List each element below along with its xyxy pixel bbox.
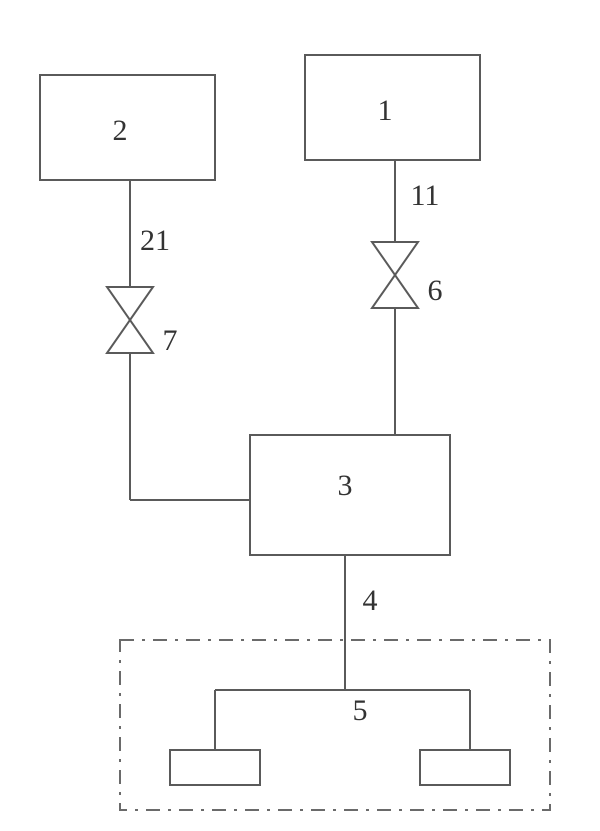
label-n1: 1 <box>378 94 393 127</box>
flow-diagram: 1 2 3 4 5 6 7 11 21 <box>0 0 600 831</box>
label-n7: 7 <box>163 324 178 357</box>
label-n2: 2 <box>113 114 128 147</box>
label-n3: 3 <box>338 469 353 502</box>
label-n11: 11 <box>411 179 440 212</box>
label-n6: 6 <box>428 274 443 307</box>
label-n21: 21 <box>140 224 170 257</box>
label-n4: 4 <box>363 584 378 617</box>
label-n5: 5 <box>353 694 368 727</box>
